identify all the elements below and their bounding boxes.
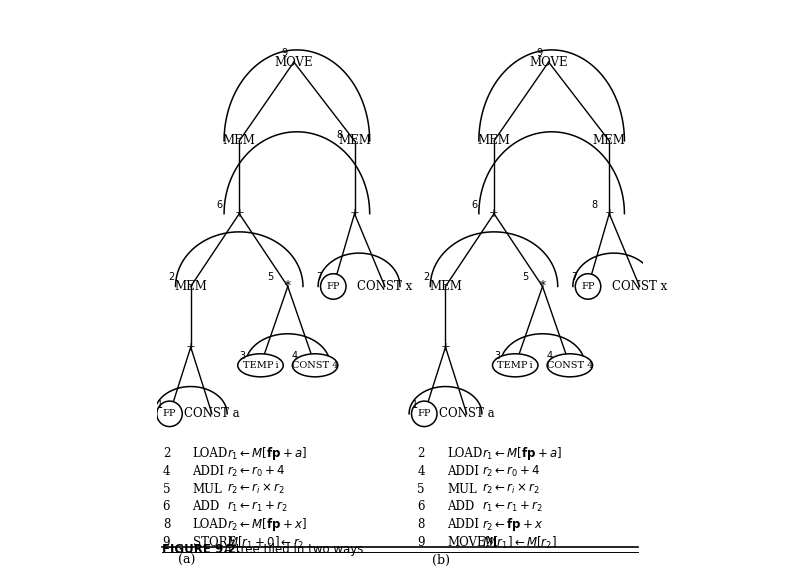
Text: FP: FP: [582, 282, 594, 291]
Text: +: +: [234, 207, 244, 220]
Text: $r_2 \leftarrow r_0 + 4$: $r_2 \leftarrow r_0 + 4$: [482, 464, 541, 479]
Text: $r_1 \leftarrow M[\mathbf{fp} + a]$: $r_1 \leftarrow M[\mathbf{fp} + a]$: [227, 445, 307, 462]
Text: *: *: [285, 280, 290, 293]
Text: STORE: STORE: [193, 536, 236, 549]
Text: MEM: MEM: [174, 280, 207, 293]
Text: MOVE: MOVE: [274, 56, 313, 68]
Text: 9: 9: [282, 48, 288, 58]
Text: CONST x: CONST x: [358, 280, 413, 293]
Text: 4: 4: [418, 465, 425, 478]
Text: ADDI: ADDI: [447, 518, 479, 532]
Text: 6: 6: [471, 200, 478, 210]
Text: MUL: MUL: [193, 482, 222, 496]
Text: 8: 8: [591, 200, 597, 210]
Text: 8: 8: [162, 518, 170, 532]
Ellipse shape: [493, 354, 538, 377]
Text: +: +: [604, 207, 614, 220]
Text: CONST a: CONST a: [439, 408, 494, 420]
Text: 9: 9: [162, 536, 170, 549]
Text: MEM: MEM: [338, 134, 371, 148]
Text: 7: 7: [571, 272, 578, 283]
Text: MEM: MEM: [478, 134, 510, 148]
Text: 1: 1: [412, 400, 418, 410]
Text: $M[r_1] \leftarrow M[r_2]$: $M[r_1] \leftarrow M[r_2]$: [482, 534, 557, 551]
Text: 2: 2: [418, 447, 425, 460]
Text: 8: 8: [336, 130, 342, 140]
Text: CONST x: CONST x: [612, 280, 667, 293]
Text: MOVEM: MOVEM: [447, 536, 498, 549]
Text: $r_2 \leftarrow \mathbf{fp} + x$: $r_2 \leftarrow \mathbf{fp} + x$: [482, 516, 544, 533]
Text: 9: 9: [537, 48, 542, 58]
Text: 3: 3: [239, 351, 246, 361]
Circle shape: [157, 401, 182, 427]
Circle shape: [575, 274, 601, 299]
Text: 6: 6: [418, 500, 425, 514]
Text: *: *: [539, 280, 546, 293]
Text: ADD: ADD: [447, 500, 474, 514]
Text: 4: 4: [162, 465, 170, 478]
Text: +: +: [489, 207, 499, 220]
Text: +: +: [186, 340, 196, 354]
Text: $M[r_1 + 0] \leftarrow r_2$: $M[r_1 + 0] \leftarrow r_2$: [227, 534, 305, 551]
Text: $r_2 \leftarrow r_i \times r_2$: $r_2 \leftarrow r_i \times r_2$: [482, 482, 540, 496]
Text: LOAD: LOAD: [447, 447, 482, 460]
Text: ADD: ADD: [193, 500, 220, 514]
Text: $r_2 \leftarrow r_0 + 4$: $r_2 \leftarrow r_0 + 4$: [227, 464, 286, 479]
Text: MEM: MEM: [593, 134, 626, 148]
Text: $r_1 \leftarrow r_1 + r_2$: $r_1 \leftarrow r_1 + r_2$: [227, 500, 288, 514]
Text: (b): (b): [432, 554, 450, 567]
Text: CONST 4: CONST 4: [546, 361, 593, 370]
Text: (a): (a): [178, 554, 195, 567]
Text: +: +: [350, 207, 359, 220]
Text: 8: 8: [418, 518, 425, 532]
Ellipse shape: [547, 354, 593, 377]
Text: 6: 6: [217, 200, 223, 210]
Text: 4: 4: [292, 351, 298, 361]
Text: $r_1 \leftarrow M[\mathbf{fp} + a]$: $r_1 \leftarrow M[\mathbf{fp} + a]$: [482, 445, 562, 462]
Text: 5: 5: [418, 482, 425, 496]
Circle shape: [411, 401, 437, 427]
Ellipse shape: [292, 354, 338, 377]
Text: A tree tiled in two ways.: A tree tiled in two ways.: [224, 543, 367, 556]
Text: 6: 6: [162, 500, 170, 514]
Text: ADDI: ADDI: [193, 465, 225, 478]
Text: $r_1 \leftarrow r_1 + r_2$: $r_1 \leftarrow r_1 + r_2$: [482, 500, 543, 514]
Text: MEM: MEM: [429, 280, 462, 293]
Text: 5: 5: [522, 272, 529, 283]
Text: FP: FP: [162, 409, 176, 419]
Text: $r_2 \leftarrow r_i \times r_2$: $r_2 \leftarrow r_i \times r_2$: [227, 482, 285, 496]
Text: FP: FP: [326, 282, 340, 291]
Text: 5: 5: [162, 482, 170, 496]
Text: MUL: MUL: [447, 482, 477, 496]
Text: MEM: MEM: [223, 134, 256, 148]
Text: TEMP i: TEMP i: [498, 361, 533, 370]
Text: MOVE: MOVE: [530, 56, 568, 68]
Text: 3: 3: [494, 351, 500, 361]
Text: CONST 4: CONST 4: [292, 361, 338, 370]
Ellipse shape: [238, 354, 283, 377]
Text: FP: FP: [418, 409, 431, 419]
Text: 9: 9: [418, 536, 425, 549]
Text: 2: 2: [423, 272, 430, 283]
Text: 2: 2: [168, 272, 174, 283]
Text: 7: 7: [316, 272, 322, 283]
Text: 2: 2: [162, 447, 170, 460]
Text: $r_2 \leftarrow M[\mathbf{fp} + x]$: $r_2 \leftarrow M[\mathbf{fp} + x]$: [227, 516, 307, 533]
Text: CONST a: CONST a: [184, 408, 240, 420]
Text: 4: 4: [546, 351, 553, 361]
Text: 1: 1: [158, 400, 163, 410]
Text: ADDI: ADDI: [447, 465, 479, 478]
Text: 5: 5: [268, 272, 274, 283]
Text: LOAD: LOAD: [193, 447, 228, 460]
Text: FIGURE 9.2.: FIGURE 9.2.: [162, 543, 241, 556]
Text: +: +: [441, 340, 450, 354]
Text: TEMP i: TEMP i: [242, 361, 278, 370]
Circle shape: [321, 274, 346, 299]
Text: LOAD: LOAD: [193, 518, 228, 532]
